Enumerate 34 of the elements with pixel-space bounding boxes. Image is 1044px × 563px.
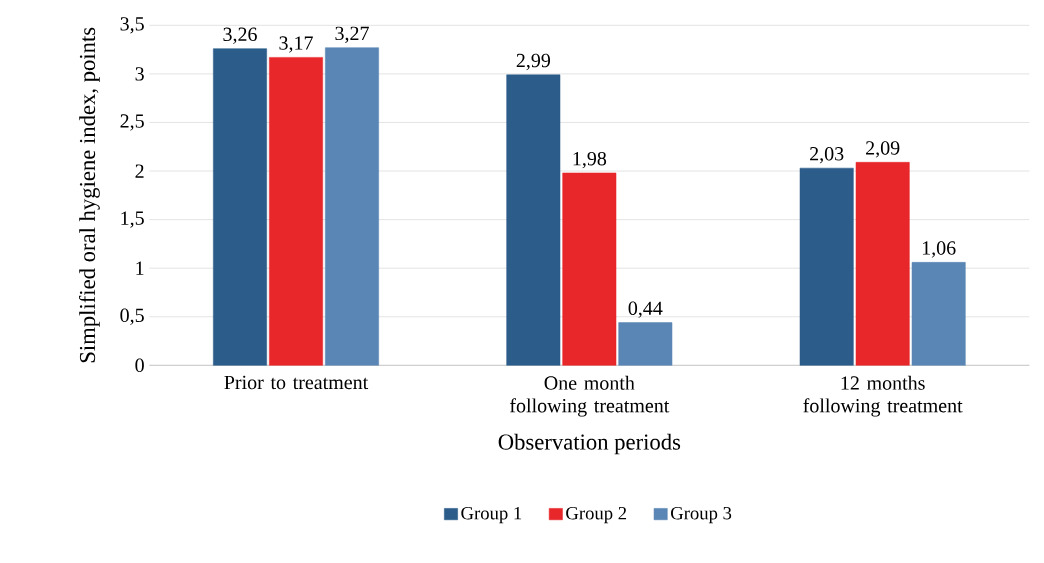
bar	[325, 47, 379, 366]
y-tick-label: 1,5	[121, 211, 144, 228]
data-label: 1,06	[922, 241, 956, 258]
legend-label: Group 3	[671, 507, 732, 524]
bar	[855, 162, 910, 366]
bar	[506, 74, 561, 366]
y-tick-label: 2,5	[120, 114, 144, 131]
y-tick-label: 3,5	[120, 17, 144, 34]
bar	[269, 57, 323, 366]
bar	[911, 262, 966, 366]
x-tick-label: 12 months following treatment	[803, 375, 963, 417]
x-axis-title: Observation periods	[498, 433, 681, 455]
legend-label: Group 1	[461, 507, 522, 524]
data-label: 3,27	[335, 26, 369, 44]
y-tick-label: 2	[135, 164, 144, 178]
data-label: 3,26	[223, 27, 257, 45]
legend-label: Group 2	[566, 507, 627, 524]
y-axis-title: Simplified oral hygiene index, points	[78, 27, 100, 363]
data-label: 3,17	[279, 36, 313, 53]
data-label: 2,99	[516, 54, 551, 71]
y-tick-label: 1	[136, 261, 144, 275]
x-tick-label: One month following treatment	[509, 375, 670, 417]
y-tick-label: 0,5	[120, 308, 144, 326]
data-label: 2,03	[810, 147, 844, 164]
data-label: 1,98	[573, 152, 607, 169]
bar	[618, 322, 673, 366]
data-label: 0,44	[628, 301, 663, 319]
data-label: 2,09	[866, 141, 900, 158]
y-tick-label: 0	[135, 358, 144, 373]
bar	[799, 168, 854, 366]
bar	[562, 172, 617, 366]
bar	[213, 48, 267, 366]
y-tick-label: 3	[135, 67, 144, 81]
x-tick-label: Prior to treatment	[224, 375, 369, 390]
